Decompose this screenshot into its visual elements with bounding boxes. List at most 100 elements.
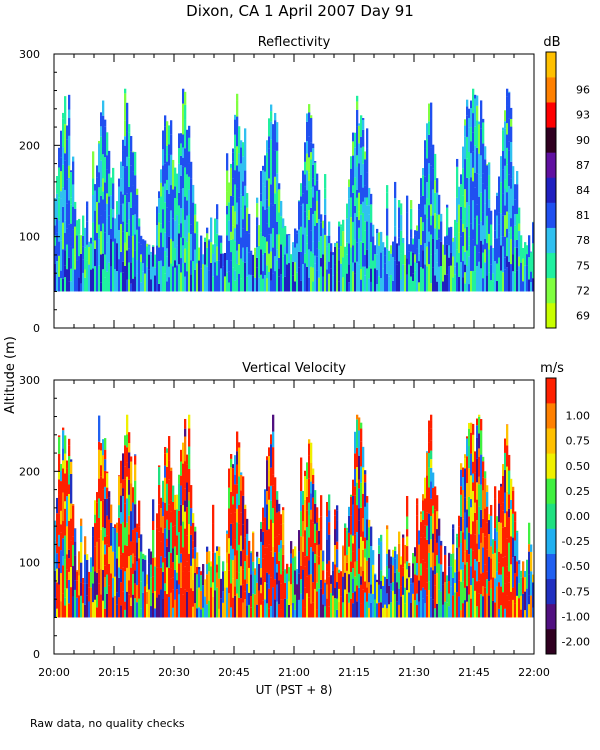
echo-cell [386,593,389,609]
echo-cell [188,454,191,469]
echo-cell [484,146,487,160]
echo-cell [320,588,323,618]
echo-cell [388,250,391,261]
echo-cell [404,544,407,564]
echo-cell [304,211,307,228]
echo-cell [366,560,369,588]
echo-cell [130,192,133,208]
echo-cell [240,140,243,148]
echo-cell [498,503,501,522]
echo-cell [500,574,503,587]
echo-cell [168,567,171,597]
echo-cell [530,251,533,253]
echo-cell [408,244,411,252]
echo-cell [178,224,181,234]
echo-cell [272,523,275,547]
echo-cell [500,213,503,237]
echo-cell [124,265,127,292]
echo-cell [500,605,503,618]
echo-cell [462,261,465,278]
echo-cell [436,262,439,282]
echo-cell [140,244,143,255]
echo-cell [458,596,461,618]
echo-cell [178,532,181,564]
echo-cell [466,562,469,587]
echo-cell [456,547,459,572]
echo-cell [414,235,417,255]
echo-cell [234,595,237,618]
echo-cell [406,569,409,579]
echo-cell [476,425,479,438]
echo-cell [462,477,465,490]
echo-cell [466,483,469,501]
echo-cell [326,269,329,292]
echo-cell [284,225,287,247]
echo-cell [470,432,473,454]
echo-cell [62,468,65,493]
echo-cell [296,230,299,234]
echo-cell [120,605,123,618]
echo-cell [86,221,89,245]
echo-cell [286,253,289,265]
echo-cell [188,571,191,589]
echo-cell [116,532,119,559]
echo-cell [70,461,73,474]
echo-cell [236,100,239,117]
echo-cell [448,245,451,258]
echo-cell [476,215,479,245]
echo-cell [246,230,249,248]
echo-cell [132,563,135,575]
echo-cell [352,603,355,618]
echo-cell [304,142,307,162]
echo-cell [56,553,59,569]
echo-cell [436,603,439,618]
echo-cell [160,589,163,618]
echo-cell [190,508,193,527]
echo-cell [514,184,517,200]
echo-cell [156,567,159,598]
echo-cell [428,552,431,582]
echo-cell [528,257,531,280]
echo-cell [140,254,143,263]
echo-cell [356,166,359,190]
echo-cell [466,509,469,528]
echo-cell [180,525,183,554]
echo-cell [242,219,245,229]
echo-cell [434,213,437,229]
echo-cell [234,114,237,120]
echo-cell [248,604,251,618]
echo-cell [68,177,71,201]
echo-cell [358,479,361,489]
echo-cell [342,546,345,577]
echo-cell [62,538,65,557]
echo-cell [290,541,293,554]
echo-cell [112,217,115,242]
echo-cell [164,232,167,252]
echo-cell [524,571,527,578]
echo-cell [104,554,107,566]
echo-cell [258,245,261,266]
echo-cell [468,516,471,533]
echo-cell [428,544,431,553]
reflectivity-plot-frame [53,53,535,329]
echo-cell [436,281,439,292]
echo-cell [420,177,423,179]
echo-cell [216,219,219,234]
echo-cell [136,561,139,586]
echo-cell [312,241,315,254]
echo-cell [192,540,195,549]
echo-cell [118,597,121,618]
echo-cell [58,597,61,618]
echo-cell [272,556,275,588]
echo-cell [152,558,155,577]
echo-cell [282,507,285,511]
echo-cell [280,244,283,275]
echo-cell [428,134,431,164]
echo-cell [176,554,179,573]
echo-cell [132,541,135,554]
echo-cell [114,604,117,618]
echo-cell [524,254,527,266]
echo-cell [412,252,415,274]
echo-cell [292,261,295,276]
